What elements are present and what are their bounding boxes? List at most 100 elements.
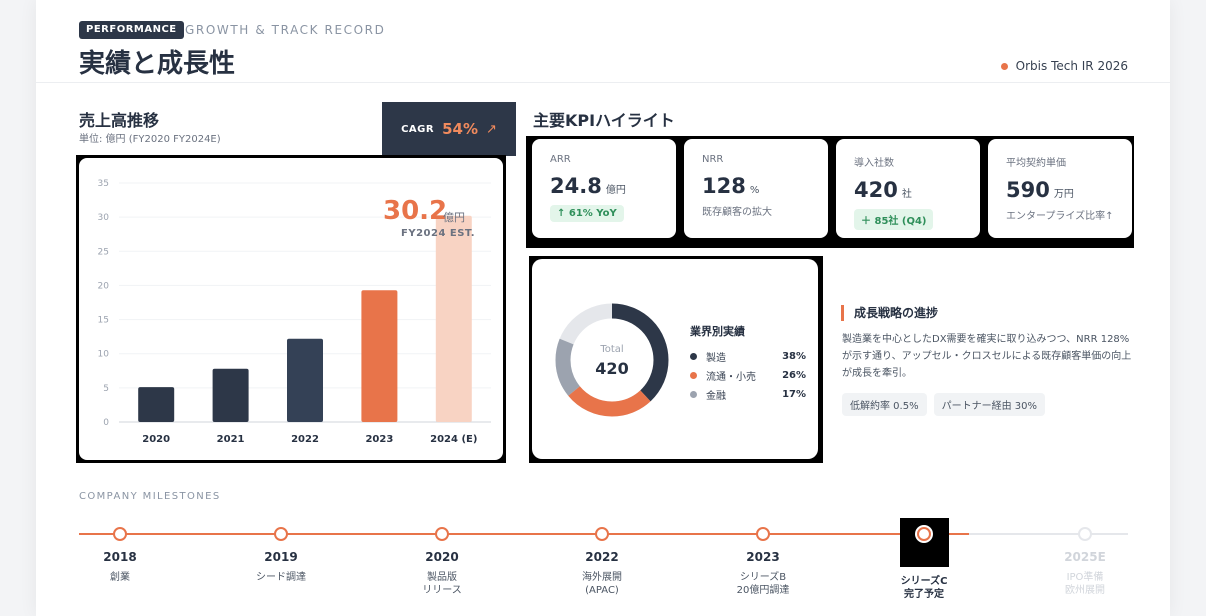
- cagr-label: CAGR: [401, 123, 435, 135]
- header-divider: [36, 82, 1170, 83]
- x-tick-label: 2020: [142, 434, 170, 445]
- kpi-value: 590: [1006, 178, 1050, 202]
- strategy-tag: 低解約率 0.5%: [842, 393, 927, 416]
- brand-dot-icon: [1000, 62, 1008, 70]
- milestone-year: 2023: [746, 550, 780, 564]
- highlight-note: FY2024 EST.: [401, 228, 476, 239]
- cagr-value: 54%: [442, 120, 478, 138]
- y-tick-label: 30: [98, 213, 110, 223]
- kpi-card-arr: ARR 24.8 億円 ↑ 61% YoY: [532, 139, 676, 238]
- donut-total-label: Total: [600, 344, 624, 355]
- industry-card: Total 420 業界別実績 製造 38% 流通・小売 26% 金融 17%: [532, 259, 818, 459]
- legend-dot-icon: [690, 391, 697, 398]
- milestone-year: 2020: [425, 550, 459, 564]
- milestone-year: 2025E: [1064, 550, 1106, 564]
- current-milestone-highlight: [900, 518, 949, 567]
- legend-pct: 26%: [782, 370, 806, 381]
- legend-dot-icon: [690, 372, 697, 379]
- kpi-growth-pill: ↑ 61% YoY: [550, 205, 624, 222]
- legend-item: 金融 17%: [690, 387, 806, 402]
- milestone-dot-icon: [756, 527, 770, 541]
- kpi-growth-pill: ＋ 85社 (Q4): [854, 209, 934, 230]
- milestone-dot-icon: [435, 527, 449, 541]
- milestone-year: 2022: [585, 550, 619, 564]
- kpi-unit: 億円: [605, 185, 626, 196]
- revenue-bar-chart: 0 5 10 15 20 25 30 35 2020 2021 2022 2023 2024 (E): [98, 179, 491, 445]
- milestones-title: COMPANY MILESTONES: [79, 491, 221, 502]
- industry-donut-chart: [555, 303, 669, 417]
- bar-2020: [138, 387, 175, 422]
- kpi-note: エンタープライズ比率↑: [1006, 211, 1114, 222]
- x-tick-label: 2023: [365, 434, 393, 445]
- legend-name: 製造: [706, 353, 726, 364]
- kpi-label: ARR: [550, 154, 571, 165]
- y-tick-label: 35: [98, 179, 109, 189]
- y-tick-label: 25: [98, 247, 109, 257]
- legend-item: 流通・小売 26%: [690, 368, 806, 383]
- legend-pct: 38%: [782, 351, 806, 362]
- kpi-card-nrr: NRR 128 % 既存顧客の拡大: [684, 139, 828, 238]
- milestone-label: 製品版 リリース: [422, 572, 462, 596]
- kpi-label: 導入社数: [854, 158, 894, 169]
- milestone-label: 創業: [110, 572, 130, 583]
- timeline-remaining: [969, 533, 1128, 535]
- revenue-subtitle: 単位: 億円 (FY2020 FY2024E): [79, 134, 221, 145]
- donut-slice-金融: [555, 303, 669, 417]
- highlight-unit: 億円: [443, 211, 465, 224]
- brand-text: Orbis Tech IR 2026: [1015, 59, 1128, 73]
- legend-title: 業界別実績: [690, 325, 745, 338]
- timeline-progress: [79, 533, 969, 535]
- milestone-label: シリーズB 20億円調達: [736, 572, 790, 596]
- donut-total-value: 420: [595, 359, 629, 378]
- milestone-label: IPO準備 欧州展開: [1065, 572, 1105, 596]
- y-tick-label: 20: [98, 281, 110, 291]
- legend-pct: 17%: [782, 389, 806, 400]
- x-tick-label: 2022: [291, 434, 319, 445]
- brand-label: Orbis Tech IR 2026: [1000, 59, 1128, 73]
- revenue-chart-frame: 0 5 10 15 20 25 30 35 2020 2021 2022 2023 2024 (E) 3…: [76, 155, 506, 463]
- legend-name: 流通・小売: [706, 372, 756, 383]
- kpi-title: 主要KPIハイライト: [533, 111, 675, 130]
- legend-name: 金融: [706, 391, 726, 402]
- kpi-value: 24.8: [550, 174, 602, 198]
- y-tick-label: 10: [98, 350, 110, 360]
- trend-up-icon: ↗: [486, 121, 497, 137]
- milestone-year: 2018: [103, 550, 137, 564]
- x-tick-label: 2021: [217, 434, 245, 445]
- bar-2024 (E): [435, 215, 472, 422]
- y-tick-label: 0: [103, 418, 109, 428]
- bar-2023: [361, 290, 398, 422]
- donut-slice-流通・小売: [555, 303, 669, 417]
- section-badge: PERFORMANCE: [79, 21, 184, 39]
- kpi-value: 420: [854, 178, 898, 202]
- industry-frame: Total 420 業界別実績 製造 38% 流通・小売 26% 金融 17%: [529, 256, 823, 463]
- milestone-dot-icon: [1078, 527, 1092, 541]
- kpi-card-customers: 導入社数 420 社 ＋ 85社 (Q4): [836, 139, 980, 238]
- milestone-dot-icon: [113, 527, 127, 541]
- strategy-tags: 低解約率 0.5% パートナー経由 30%: [842, 393, 1045, 416]
- x-tick-label: 2024 (E): [430, 434, 477, 445]
- kpi-note: 既存顧客の拡大: [702, 207, 772, 218]
- y-tick-label: 15: [98, 316, 109, 326]
- milestone-dot-icon: [917, 527, 931, 541]
- strategy-body: 製造業を中心としたDX需要を確実に取り込みつつ、NRR 128%が示す通り、アッ…: [842, 334, 1132, 379]
- legend-item: 製造 38%: [690, 349, 806, 364]
- kpi-card-arpa: 平均契約単価 590 万円 エンタープライズ比率↑: [988, 139, 1132, 238]
- kpi-unit: %: [749, 185, 760, 196]
- milestone-label: 海外展開 (APAC): [582, 572, 622, 596]
- highlight-value: 30.2: [383, 196, 448, 226]
- legend-dot-icon: [690, 353, 697, 360]
- kpi-label: NRR: [702, 154, 724, 165]
- milestone-dot-icon: [595, 527, 609, 541]
- strategy-tag: パートナー経由 30%: [933, 393, 1045, 416]
- kpi-unit: 万円: [1053, 189, 1074, 200]
- kpi-frame: ARR 24.8 億円 ↑ 61% YoY NRR 128 % 既存顧客の拡大 …: [526, 136, 1134, 248]
- bar-2022: [287, 338, 323, 422]
- kpi-unit: 社: [901, 189, 912, 200]
- y-tick-label: 5: [103, 384, 109, 394]
- slide: PERFORMANCE GROWTH & TRACK RECORD 実績と成長性…: [36, 0, 1170, 616]
- page-title: 実績と成長性: [79, 49, 236, 79]
- revenue-title: 売上高推移: [79, 111, 160, 130]
- milestone-year: 2019: [264, 550, 298, 564]
- milestone-label: シード調達: [256, 572, 306, 583]
